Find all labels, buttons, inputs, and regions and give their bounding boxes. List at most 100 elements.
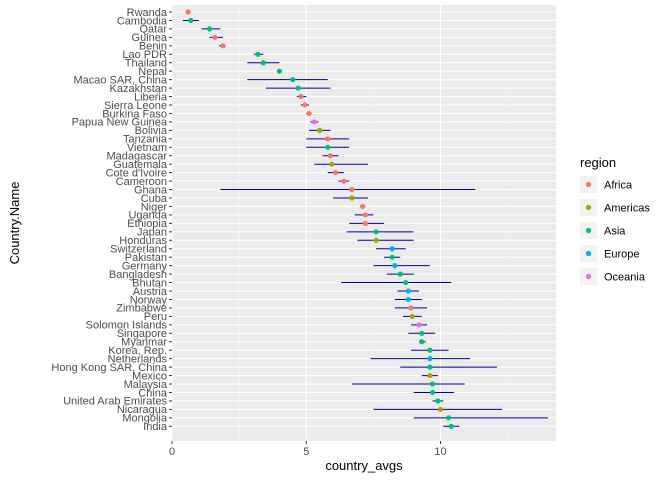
y-tick-label: Austria <box>133 286 168 298</box>
data-point <box>329 161 335 167</box>
data-point <box>276 68 283 74</box>
legend-label-americas: Americas <box>604 203 650 215</box>
legend-label-africa: Africa <box>604 180 633 192</box>
data-point <box>290 77 296 83</box>
data-point <box>333 170 339 176</box>
y-tick-label: Madagascar <box>106 151 167 163</box>
data-point <box>362 220 368 226</box>
data-point <box>427 364 433 370</box>
y-tick-label: Nicaragua <box>117 404 168 416</box>
data-point <box>327 153 334 159</box>
x-tick-label: 0 <box>169 446 175 458</box>
y-tick-label: Switzerland <box>110 244 167 256</box>
data-point <box>260 60 266 66</box>
y-tick-label: Malaysia <box>124 379 168 391</box>
legend: region Africa Americas Asia Europe Oceania <box>580 155 650 285</box>
legend-key-europe <box>585 250 592 257</box>
y-tick-label: Netherlands <box>108 353 168 365</box>
data-point <box>349 186 355 193</box>
y-tick-label: Thailand <box>125 58 167 70</box>
y-tick-label: Ghana <box>134 184 168 196</box>
data-point <box>325 144 331 150</box>
y-tick-label: Solomon Islands <box>86 320 168 332</box>
data-point <box>408 305 414 311</box>
y-tick-label: Sierra Leone <box>104 100 167 112</box>
y-tick-label: Cuba <box>141 193 168 205</box>
x-tick-label: 5 <box>303 446 309 458</box>
data-point <box>360 203 366 210</box>
data-point <box>373 229 379 235</box>
data-point <box>405 288 411 294</box>
data-point <box>255 51 261 57</box>
legend-key-oceania <box>585 273 592 280</box>
x-tick-label: 10 <box>434 446 446 458</box>
y-tick-label: Lao PDR <box>122 49 167 61</box>
y-tick-label: Myanmar <box>121 337 167 349</box>
y-axis-title: Country.Name <box>7 182 22 265</box>
data-point <box>206 26 213 32</box>
data-point <box>188 17 194 24</box>
legend-key-americas <box>585 204 592 211</box>
y-tick-label: Hong Kong SAR, China <box>51 362 167 374</box>
data-point <box>389 246 395 252</box>
y-tick-label: Bangladesh <box>109 269 167 281</box>
data-point <box>185 9 191 15</box>
data-point <box>220 43 226 49</box>
x-axis: 0 5 10 <box>169 441 447 458</box>
data-point <box>427 347 433 353</box>
y-tick-label: Uganda <box>128 210 167 222</box>
y-tick-label: Macao SAR, China <box>73 74 167 86</box>
data-point <box>298 93 304 100</box>
data-point <box>295 85 301 91</box>
y-tick-label: Guatemala <box>113 159 168 171</box>
x-axis-title: country_avgs <box>325 458 403 473</box>
data-point <box>325 136 331 142</box>
y-tick-label: Bolivia <box>135 125 168 137</box>
y-tick-label: Cameroon <box>116 176 167 188</box>
data-point <box>437 406 444 412</box>
point-layer <box>185 9 454 429</box>
y-tick-label: Burkina Faso <box>102 108 167 120</box>
y-tick-label: Papua New Guinea <box>72 117 168 129</box>
data-point <box>427 372 433 379</box>
y-tick-label: Cote d'Ivoire <box>106 167 167 179</box>
data-point <box>397 271 403 277</box>
y-tick-label: Mongolia <box>122 413 168 425</box>
legend-label-oceania: Oceania <box>604 272 646 284</box>
data-point <box>435 398 441 404</box>
data-point <box>349 195 355 201</box>
y-tick-label: Benin <box>139 41 167 53</box>
data-point <box>311 119 317 125</box>
y-tick-label: Liberia <box>134 91 168 103</box>
y-tick-label: India <box>143 421 168 433</box>
data-point <box>362 212 368 218</box>
data-point <box>419 339 425 345</box>
y-tick-label: Peru <box>144 311 167 323</box>
y-tick-label: Pakistan <box>125 252 167 264</box>
y-tick-label: Ethiopia <box>127 218 168 230</box>
data-point <box>212 34 218 40</box>
y-tick-label: Vietnam <box>127 142 167 154</box>
y-tick-label: Bhutan <box>132 277 167 289</box>
data-point <box>429 381 436 387</box>
y-tick-label: Norway <box>130 294 168 306</box>
data-point <box>341 178 347 184</box>
y-tick-label: Zimbabwe <box>116 303 167 315</box>
data-point <box>427 356 433 362</box>
data-point <box>405 296 411 303</box>
data-point <box>389 254 395 260</box>
y-tick-label: Japan <box>137 227 167 239</box>
legend-label-europe: Europe <box>604 249 639 261</box>
y-tick-label: Qatar <box>139 24 167 36</box>
y-tick-label: United Arab Emirates <box>63 396 167 408</box>
legend-title: region <box>580 155 616 170</box>
grid-layer <box>171 5 556 441</box>
y-tick-label: Guinea <box>132 32 168 44</box>
y-tick-label: Korea, Rep. <box>108 345 167 357</box>
data-point <box>302 102 308 108</box>
y-tick-label: Tanzania <box>123 134 168 146</box>
data-point <box>429 389 436 396</box>
data-point <box>373 237 379 243</box>
data-point <box>445 415 452 421</box>
